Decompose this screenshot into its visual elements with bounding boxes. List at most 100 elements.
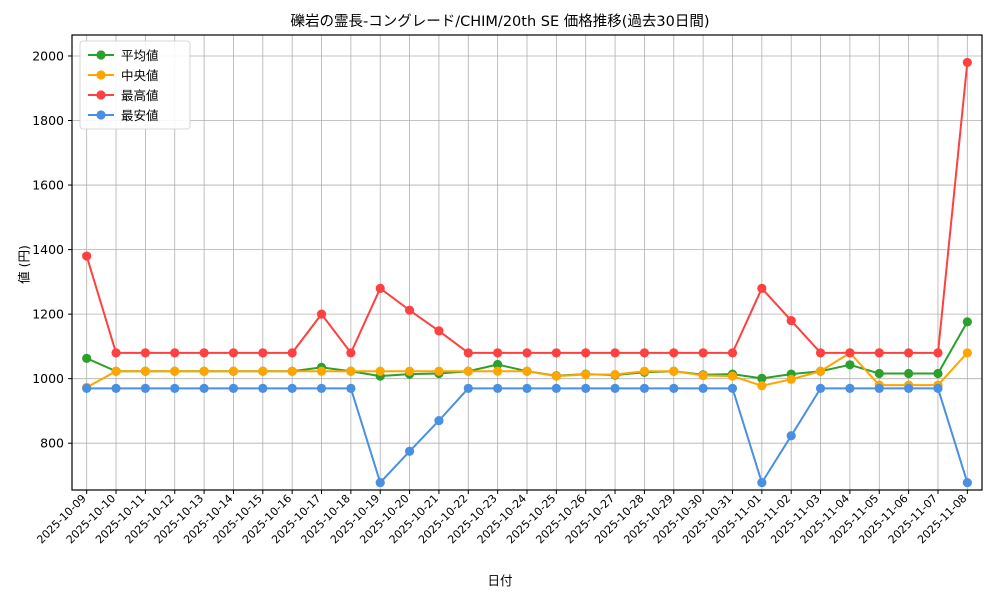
data-point (904, 348, 914, 358)
data-point (581, 383, 591, 393)
data-point (199, 366, 209, 376)
data-point (375, 477, 385, 488)
data-point (551, 383, 561, 393)
legend-label: 最高値 (121, 88, 159, 103)
data-point (581, 369, 591, 380)
y-tick-label: 1000 (32, 371, 64, 386)
grid-lines (72, 35, 982, 490)
data-point (962, 348, 972, 358)
data-point (610, 348, 620, 358)
data-point (434, 326, 444, 336)
data-point (404, 305, 415, 315)
data-point (757, 381, 767, 391)
data-point (434, 416, 444, 426)
data-point (522, 366, 532, 376)
data-point (610, 383, 620, 393)
data-point (82, 383, 92, 393)
series-group (82, 57, 972, 488)
data-point (815, 366, 826, 376)
data-point (346, 366, 356, 376)
data-point (757, 283, 767, 293)
data-point (82, 251, 92, 261)
data-point (375, 283, 385, 293)
legend-marker (96, 110, 106, 120)
data-point (316, 366, 327, 376)
data-point (933, 348, 943, 358)
data-point (551, 371, 561, 381)
data-point (140, 383, 150, 393)
data-point (786, 315, 796, 326)
legend-marker (96, 50, 106, 60)
data-point (639, 383, 650, 393)
legend-label: 最安値 (121, 108, 159, 123)
data-point (962, 477, 972, 488)
y-axis-ticks: 800 1000 1200 1400 1600 1800 2000 (32, 48, 72, 451)
data-point (287, 348, 297, 358)
data-point (493, 359, 503, 370)
data-point (111, 348, 121, 358)
legend-label: 平均値 (121, 48, 159, 63)
data-point (610, 369, 620, 380)
legend-background (79, 40, 191, 130)
data-point (874, 348, 884, 358)
data-point (493, 366, 503, 376)
data-point (404, 366, 415, 376)
data-point (111, 366, 121, 376)
data-point (170, 383, 180, 393)
x-axis-ticks: 2025-10-092025-10-102025-10-112025-10-12… (34, 490, 969, 546)
data-point (463, 383, 473, 393)
data-point (228, 366, 239, 376)
data-point (493, 383, 503, 393)
series-中央値 (82, 348, 972, 392)
data-point (727, 371, 738, 381)
y-tick-label: 2000 (32, 48, 64, 63)
y-tick-label: 1600 (32, 178, 64, 193)
data-point (845, 383, 855, 393)
y-tick-label: 1200 (32, 307, 64, 322)
data-point (669, 366, 679, 376)
legend-item-中央値: 中央値 (88, 68, 159, 83)
data-point (551, 348, 561, 358)
data-point (463, 366, 473, 376)
data-point (316, 383, 327, 393)
data-point (786, 374, 796, 384)
data-point (258, 366, 268, 376)
data-point (933, 383, 943, 393)
data-point (933, 368, 943, 379)
data-point (228, 383, 239, 393)
data-point (904, 383, 914, 393)
data-point (375, 366, 385, 376)
data-point (522, 383, 532, 393)
data-point (727, 348, 738, 358)
data-point (757, 477, 767, 488)
data-point (639, 348, 650, 358)
data-point (786, 431, 796, 441)
data-point (522, 348, 532, 358)
data-point (493, 348, 503, 358)
data-point (581, 348, 591, 358)
data-point (404, 446, 415, 456)
data-point (845, 360, 855, 370)
data-point (463, 348, 473, 358)
data-point (698, 348, 708, 358)
data-point (346, 348, 356, 358)
data-point (669, 383, 679, 393)
data-point (815, 383, 826, 393)
data-point (962, 317, 972, 327)
data-point (698, 370, 708, 381)
y-tick-label: 1400 (32, 242, 64, 257)
data-point (434, 366, 444, 376)
series-最安値 (82, 383, 972, 488)
data-point (170, 348, 180, 358)
data-point (962, 57, 972, 68)
data-point (111, 383, 121, 393)
chart-title: 礫岩の霊長-コングレード/CHIM/20th SE 価格推移(過去30日間) (290, 14, 710, 30)
data-point (316, 309, 327, 319)
legend-item-最高値: 最高値 (88, 88, 159, 103)
data-point (199, 383, 209, 393)
data-point (170, 366, 180, 376)
x-axis-label: 日付 (487, 573, 513, 588)
